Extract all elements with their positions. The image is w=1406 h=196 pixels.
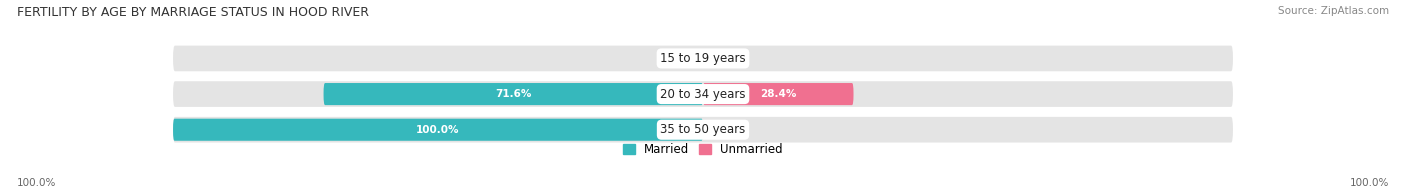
Text: Source: ZipAtlas.com: Source: ZipAtlas.com: [1278, 6, 1389, 16]
Text: 0.0%: 0.0%: [664, 54, 692, 64]
Text: FERTILITY BY AGE BY MARRIAGE STATUS IN HOOD RIVER: FERTILITY BY AGE BY MARRIAGE STATUS IN H…: [17, 6, 368, 19]
Text: 100.0%: 100.0%: [17, 178, 56, 188]
Text: 100.0%: 100.0%: [1350, 178, 1389, 188]
Text: 15 to 19 years: 15 to 19 years: [661, 52, 745, 65]
FancyBboxPatch shape: [173, 119, 703, 141]
Text: 0.0%: 0.0%: [714, 125, 742, 135]
Text: 71.6%: 71.6%: [495, 89, 531, 99]
Text: 20 to 34 years: 20 to 34 years: [661, 88, 745, 101]
Legend: Married, Unmarried: Married, Unmarried: [623, 143, 783, 156]
FancyBboxPatch shape: [323, 83, 703, 105]
FancyBboxPatch shape: [173, 46, 1233, 71]
FancyBboxPatch shape: [173, 81, 1233, 107]
FancyBboxPatch shape: [703, 83, 853, 105]
Text: 0.0%: 0.0%: [714, 54, 742, 64]
Text: 28.4%: 28.4%: [761, 89, 796, 99]
Text: 35 to 50 years: 35 to 50 years: [661, 123, 745, 136]
Text: 100.0%: 100.0%: [416, 125, 460, 135]
FancyBboxPatch shape: [173, 117, 1233, 142]
